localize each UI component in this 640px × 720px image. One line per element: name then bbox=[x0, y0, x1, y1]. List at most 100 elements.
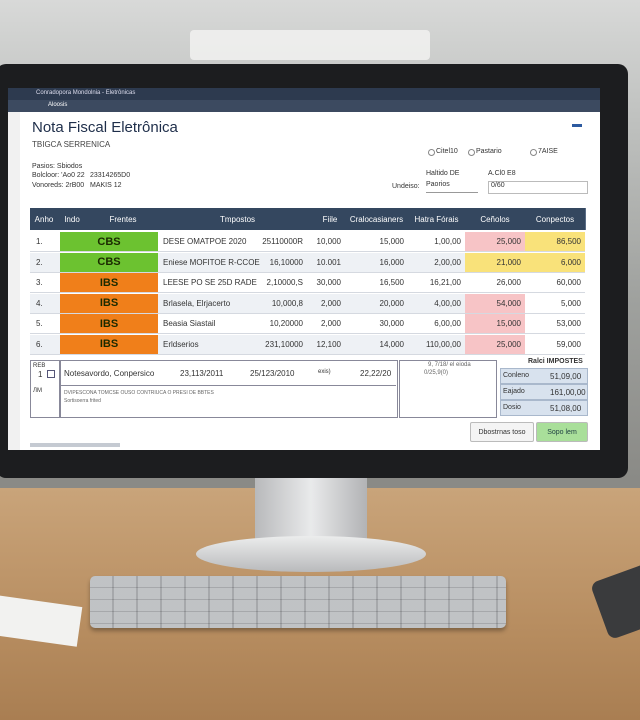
cell-value: 15,000 bbox=[465, 314, 525, 333]
tax-badge: CBS bbox=[60, 252, 158, 272]
cell-value: 16,21,00 bbox=[429, 278, 461, 287]
totals-value: 161,00,00 bbox=[550, 388, 586, 397]
info-text: 23314265D0 bbox=[90, 172, 131, 179]
cell-value: 53,000 bbox=[525, 314, 585, 333]
field-label: Haltido DE bbox=[426, 170, 460, 177]
memo: 9, 7/18/ el eioda bbox=[428, 362, 471, 368]
table-row bbox=[30, 252, 585, 273]
memo: 0/25,9(0) bbox=[424, 370, 449, 376]
cell-value: 6,000 bbox=[525, 252, 585, 272]
column-header: Indo bbox=[58, 208, 87, 230]
column-header: Frentes bbox=[86, 208, 161, 230]
cell-value: 25,000 bbox=[465, 232, 525, 251]
row-number: 6. bbox=[36, 339, 43, 349]
tax-badge: CBS bbox=[60, 232, 158, 251]
table-row bbox=[30, 334, 585, 355]
totals-value: 51,08,00 bbox=[550, 404, 582, 413]
totals-row bbox=[500, 368, 588, 384]
divider bbox=[60, 385, 396, 386]
amount: 2,10000,S bbox=[266, 278, 303, 287]
cell-value: 25,000 bbox=[465, 334, 525, 354]
footer-label: ЛМ bbox=[33, 388, 42, 394]
cell-value: 12,100 bbox=[316, 339, 341, 349]
cell-value: 10,000 bbox=[316, 237, 341, 246]
scrollbar bbox=[30, 443, 120, 447]
cell-value: 16,500 bbox=[379, 278, 404, 287]
amount: 231,10000 bbox=[265, 339, 303, 349]
row-number: 1. bbox=[36, 237, 43, 246]
date: exis) bbox=[318, 369, 331, 375]
field-label: A.Cl0 E8 bbox=[488, 170, 516, 177]
tab-title[interactable]: Conradopora Mondolnia - Eletrônicas bbox=[36, 90, 136, 96]
monitor-stand bbox=[255, 476, 367, 546]
cell-value: 20,000 bbox=[379, 298, 404, 308]
cell-value: 30,000 bbox=[379, 319, 404, 328]
memo-box bbox=[399, 360, 497, 418]
row-number: 3. bbox=[36, 278, 43, 287]
cell-value: 15,000 bbox=[379, 237, 404, 246]
cell-value: 110,00,00 bbox=[426, 339, 461, 349]
row-number: 4. bbox=[36, 298, 43, 308]
menu-icon[interactable] bbox=[572, 124, 582, 127]
description: DESE OMATPOE 2020 bbox=[163, 237, 247, 246]
cell-value: 26,000 bbox=[465, 273, 525, 292]
cell-value: 6,00,00 bbox=[434, 319, 461, 328]
column-header: Fiile bbox=[315, 208, 346, 230]
tax-badge: IBS bbox=[60, 334, 158, 354]
row-number: 5. bbox=[36, 319, 43, 328]
date: 23,113/2011 bbox=[180, 369, 224, 378]
button[interactable]: Dbostrnas toso bbox=[470, 422, 534, 442]
button[interactable]: Sopo lem bbox=[536, 422, 588, 442]
info-text: Pasios: Sbiodos bbox=[32, 163, 83, 170]
row-number: 2. bbox=[36, 257, 43, 267]
totals-row bbox=[500, 400, 588, 416]
footer-line: DVIPESCONA TOMCSE OUSO CONTRIUCA O PRESI… bbox=[64, 390, 214, 396]
cell-value: 2,000 bbox=[320, 298, 341, 308]
table-row bbox=[30, 314, 585, 334]
date: 22,22/20 bbox=[360, 369, 392, 378]
footer-label: 1 bbox=[38, 370, 43, 379]
cell-value: 2,000 bbox=[320, 319, 341, 328]
description: Eniese MOFITOE R-CCOE bbox=[163, 257, 260, 267]
description: Brlasela, Elrjacerto bbox=[163, 298, 231, 308]
keyboard bbox=[90, 576, 506, 628]
column-header: Tmpostos bbox=[160, 208, 316, 230]
input[interactable]: Paorios bbox=[426, 181, 478, 193]
info-text: Vonoreds: 2rB00 bbox=[32, 182, 85, 189]
totals-label: Eajado bbox=[503, 388, 525, 395]
amount: 10,20000 bbox=[269, 319, 303, 328]
note: Notesavordo, Conpersico bbox=[64, 369, 155, 378]
description: Erldserios bbox=[163, 339, 199, 349]
column-header: Anho bbox=[30, 208, 59, 230]
option-label: Pastario bbox=[476, 148, 502, 155]
cell-value: 2,00,00 bbox=[434, 257, 461, 267]
radio[interactable] bbox=[428, 149, 435, 156]
footer-left bbox=[30, 360, 60, 418]
cell-value: 16,000 bbox=[379, 257, 404, 267]
cell-value: 21,000 bbox=[465, 252, 525, 272]
column-header: Hatra Fórais bbox=[408, 208, 466, 230]
checkbox[interactable] bbox=[47, 370, 55, 378]
amount: 25110000R bbox=[262, 237, 303, 246]
page-title: Nota Fiscal Eletrônica bbox=[32, 119, 178, 136]
column-header: Conpectos bbox=[525, 208, 586, 230]
cell-value: 10.001 bbox=[316, 257, 341, 267]
info-text: MAKIS 12 bbox=[90, 182, 122, 189]
radio[interactable] bbox=[468, 149, 475, 156]
option-label: 7AISE bbox=[538, 148, 558, 155]
table-row bbox=[30, 273, 585, 293]
table-row bbox=[30, 232, 585, 252]
select[interactable]: 0/60 bbox=[488, 181, 588, 194]
footer-main bbox=[60, 360, 398, 418]
totals-row bbox=[500, 384, 588, 400]
totals-value: 51,09,00 bbox=[550, 372, 582, 381]
column-header: Ceñolos bbox=[465, 208, 526, 230]
ceiling-light bbox=[190, 30, 430, 60]
option-label: Citel10 bbox=[436, 148, 458, 155]
info-text: Bolcloor: 'Ao0 22 bbox=[32, 172, 85, 179]
screen: Conradopora Mondolnia - Eletrônicas Aloo… bbox=[8, 88, 600, 450]
monitor-base bbox=[196, 536, 426, 572]
address[interactable]: Aloosis bbox=[48, 102, 68, 108]
radio[interactable] bbox=[530, 149, 537, 156]
date: 25/123/2010 bbox=[250, 369, 295, 378]
